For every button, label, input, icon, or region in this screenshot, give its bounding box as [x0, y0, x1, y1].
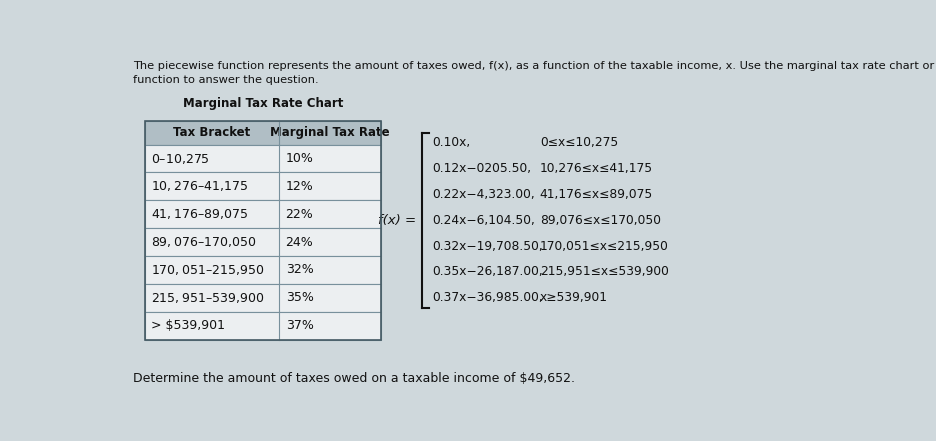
Text: $89,076–$170,050: $89,076–$170,050 — [151, 235, 256, 249]
FancyBboxPatch shape — [144, 256, 380, 284]
Text: Determine the amount of taxes owed on a taxable income of $49,652.: Determine the amount of taxes owed on a … — [133, 372, 575, 385]
FancyBboxPatch shape — [144, 228, 380, 256]
FancyBboxPatch shape — [144, 145, 380, 172]
FancyBboxPatch shape — [144, 121, 380, 145]
Text: 0.37x−36,985.00,: 0.37x−36,985.00, — [431, 291, 543, 304]
Text: 37%: 37% — [285, 319, 314, 332]
Text: Tax Bracket: Tax Bracket — [173, 126, 250, 139]
Text: 0.22x−4,323.00,: 0.22x−4,323.00, — [431, 188, 534, 201]
Text: function to answer the question.: function to answer the question. — [133, 75, 318, 85]
Text: 0.32x−19,708.50,: 0.32x−19,708.50, — [431, 239, 543, 253]
Text: $170,051–$215,950: $170,051–$215,950 — [151, 263, 264, 277]
FancyBboxPatch shape — [144, 284, 380, 312]
Text: 0.35x−26,187.00,: 0.35x−26,187.00, — [431, 265, 543, 278]
Text: The piecewise function represents the amount of taxes owed, f(x), as a function : The piecewise function represents the am… — [133, 61, 936, 71]
Text: 32%: 32% — [285, 263, 313, 277]
Text: 24%: 24% — [285, 235, 313, 249]
Text: Marginal Tax Rate Chart: Marginal Tax Rate Chart — [183, 97, 343, 110]
Text: $10,276–$41,175: $10,276–$41,175 — [151, 179, 248, 193]
Text: 41,176≤x≤89,075: 41,176≤x≤89,075 — [539, 188, 652, 201]
Text: $41,176–$89,075: $41,176–$89,075 — [151, 207, 248, 221]
Text: 89,076≤x≤170,050: 89,076≤x≤170,050 — [539, 214, 660, 227]
Text: > $539,901: > $539,901 — [151, 319, 225, 332]
Text: 10,276≤x≤41,175: 10,276≤x≤41,175 — [539, 162, 652, 175]
Text: x≥539,901: x≥539,901 — [539, 291, 607, 304]
Text: 0≤x≤10,275: 0≤x≤10,275 — [539, 136, 618, 149]
Text: Marginal Tax Rate: Marginal Tax Rate — [270, 126, 389, 139]
Text: 0.24x−6,104.50,: 0.24x−6,104.50, — [431, 214, 534, 227]
FancyBboxPatch shape — [144, 200, 380, 228]
Text: 22%: 22% — [285, 208, 313, 220]
Text: $215,951–$539,900: $215,951–$539,900 — [151, 291, 264, 305]
Text: 0.12x−0205.50,: 0.12x−0205.50, — [431, 162, 531, 175]
Text: 10%: 10% — [285, 152, 314, 165]
Text: 215,951≤x≤539,900: 215,951≤x≤539,900 — [539, 265, 668, 278]
FancyBboxPatch shape — [144, 172, 380, 200]
Text: $0–$10,275: $0–$10,275 — [151, 152, 210, 165]
Text: 0.10x,: 0.10x, — [431, 136, 470, 149]
FancyBboxPatch shape — [144, 312, 380, 340]
Text: f(x) =: f(x) = — [378, 214, 416, 227]
Text: 12%: 12% — [285, 180, 313, 193]
Text: 35%: 35% — [285, 291, 314, 304]
Text: 170,051≤x≤215,950: 170,051≤x≤215,950 — [539, 239, 668, 253]
